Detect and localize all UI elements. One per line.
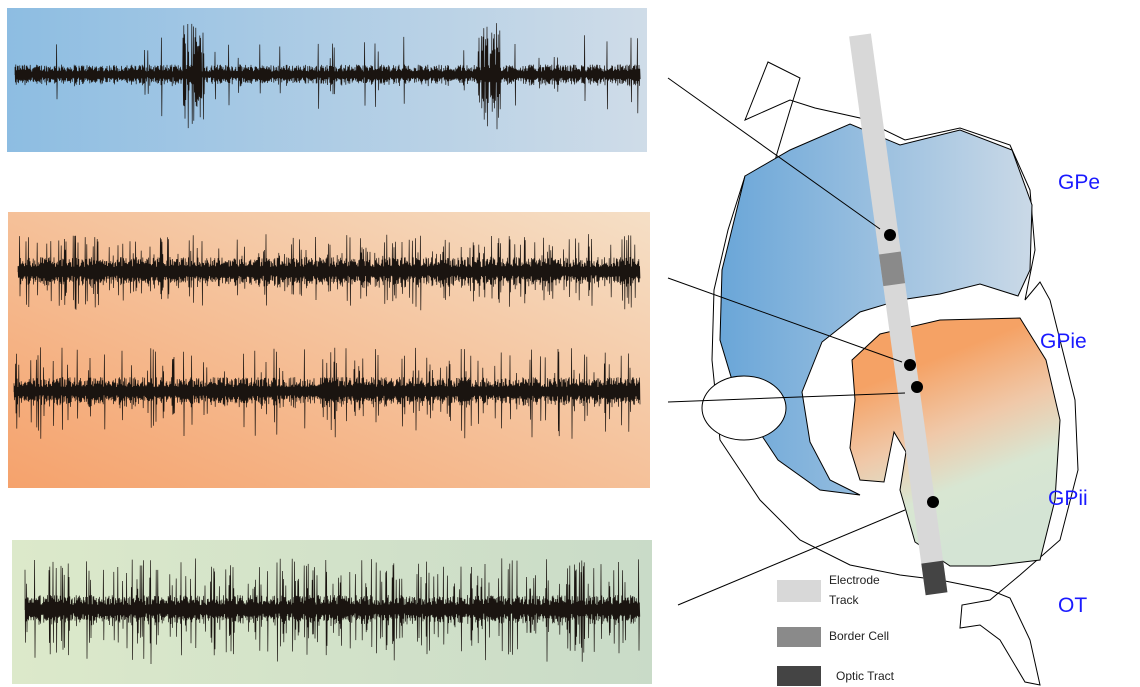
cell xyxy=(884,229,896,241)
cell xyxy=(927,496,939,508)
label-gpie: GPie xyxy=(1040,330,1087,354)
legend-swatch xyxy=(777,580,821,602)
legend-swatch xyxy=(777,627,821,647)
label-ot: OT xyxy=(1058,594,1087,618)
page: GPe GPie GPii OT Electrode Track Border … xyxy=(0,0,1140,687)
label-gpe: GPe xyxy=(1058,171,1100,195)
panel-gpie xyxy=(8,212,650,488)
legend-label: Border Cell xyxy=(829,626,889,646)
cell xyxy=(904,359,916,371)
border-cell xyxy=(879,251,905,286)
legend-label: Optic Tract xyxy=(836,666,894,686)
cell xyxy=(911,381,923,393)
legend-swatch xyxy=(777,666,821,686)
label-gpii: GPii xyxy=(1048,487,1088,511)
optic-tract xyxy=(921,561,947,596)
legend-label: Electrode Track xyxy=(829,570,899,610)
outline-small xyxy=(702,376,786,440)
figure xyxy=(0,0,1140,687)
